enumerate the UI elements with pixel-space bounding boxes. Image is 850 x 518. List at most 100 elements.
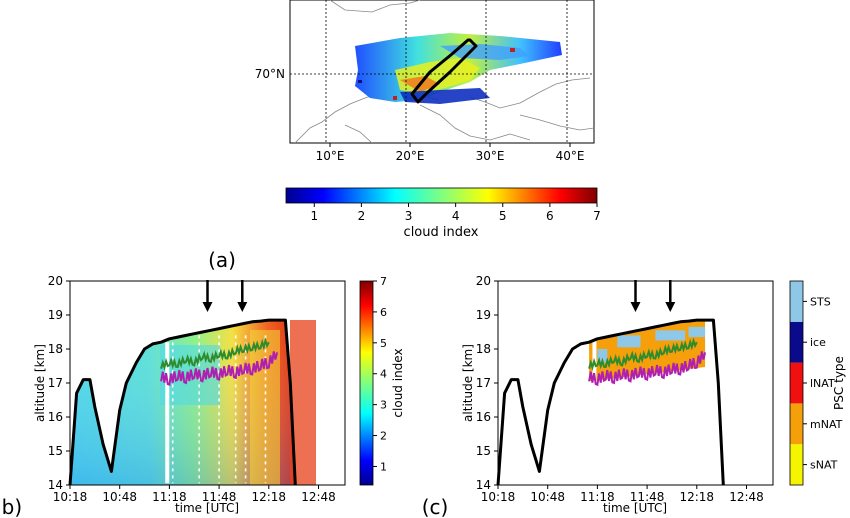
panel-c-green-line — [588, 337, 698, 371]
panel-c-y-ticks: 14 15 16 17 18 19 20 — [476, 274, 498, 492]
map-lon-tick-label: 10°E — [316, 149, 345, 163]
y-tick-label: 19 — [476, 308, 491, 322]
panel-label-a: (a) — [208, 248, 236, 272]
colorbar-tick-label: 3 — [380, 399, 387, 412]
x-tick-label: 12:48 — [301, 490, 336, 504]
panel-b-ylabel: altitude [km] — [33, 344, 47, 422]
x-tick-label: 10:18 — [481, 490, 516, 504]
psc-sts-patch — [655, 330, 686, 341]
panel-b-xlabel: time [UTC] — [175, 501, 239, 515]
panel-b: 10:18 10:48 11:18 11:48 12:18 12:48 141516171… — [0, 274, 405, 518]
main-colorbar-label: cloud index — [404, 225, 479, 240]
x-tick-label: 11:48 — [630, 490, 665, 504]
y-tick-label: 15 — [48, 444, 63, 458]
y-tick-label: 18 — [48, 342, 63, 356]
legend-label: ice — [810, 336, 826, 349]
map-panel: 10°E 20°E 30°E 40°E 70°N — [255, 0, 595, 163]
panel-b-y-ticks: 14 15 16 17 18 19 20 — [48, 274, 70, 492]
legend-swatch-snat — [790, 444, 803, 485]
map-lon-tick-label: 20°E — [396, 149, 425, 163]
arrow-head — [665, 302, 676, 312]
main-colorbar-tick-label: 6 — [546, 209, 554, 223]
colorbar-tick-label: 1 — [380, 460, 387, 473]
map-lon-ticks: 10°E 20°E 30°E 40°E — [316, 143, 585, 163]
y-tick-label: 19 — [48, 308, 63, 322]
panel-b-colorbar: 1 2 3 4 5 6 7 cloud index — [359, 275, 405, 486]
flight-track — [410, 38, 478, 104]
panel-c-flight-altitude-line — [496, 318, 725, 486]
psc-sts-patch — [597, 349, 608, 363]
legend-frame — [789, 280, 804, 486]
map-lon-tick-label: 30°E — [476, 149, 505, 163]
panel-b-data-gaps — [165, 335, 267, 484]
legend-label: sNAT — [810, 459, 838, 472]
main-colorbar-tick-label: 4 — [452, 209, 460, 223]
map-lon-tick-label: 40°E — [556, 149, 585, 163]
panel-c-magenta-line — [588, 351, 707, 387]
x-tick-label: 10:18 — [53, 490, 88, 504]
panel-label-b: (b) — [0, 495, 22, 518]
y-tick-label: 16 — [476, 410, 491, 424]
panel-b-x-ticks: 10:18 10:48 11:18 11:48 12:18 12:48 — [53, 485, 336, 504]
panel-c-arrows — [630, 280, 676, 312]
arrow-head — [630, 302, 641, 312]
legend-swatch-sts — [790, 281, 803, 322]
x-tick-label: 11:48 — [202, 490, 237, 504]
arrow-head — [237, 302, 248, 312]
main-colorbar-tick-label: 1 — [310, 209, 318, 223]
data-gap — [165, 342, 170, 484]
y-tick-label: 20 — [48, 274, 63, 288]
x-tick-label: 10:48 — [102, 490, 137, 504]
x-tick-label: 11:18 — [580, 490, 615, 504]
colorbar-tick-label: 2 — [380, 430, 387, 443]
legend-swatch-mnat — [790, 403, 803, 445]
x-tick-label: 12:18 — [251, 490, 286, 504]
x-tick-label: 11:18 — [152, 490, 187, 504]
main-colorbar-ticks: 1 2 3 4 5 6 7 — [310, 203, 601, 223]
panel-b-colorbar-label: cloud index — [391, 348, 405, 417]
panel-c: 10:18 10:48 11:18 11:48 12:18 12:48 14 15 16 17 1… — [422, 274, 846, 518]
colorbar-tick-label: 4 — [380, 368, 387, 381]
y-tick-label: 18 — [476, 342, 491, 356]
panel-c-x-ticks: 10:18 10:48 11:18 11:48 12:18 12:48 — [481, 485, 764, 504]
y-tick-label: 17 — [476, 376, 491, 390]
legend-label: lNAT — [810, 377, 835, 390]
y-tick-label: 14 — [476, 478, 491, 492]
psc-sts-patch — [688, 326, 706, 338]
main-colorbar-tick-label: 2 — [358, 209, 366, 223]
panel-b-colorbar-ticks: 1 2 3 4 5 6 7 — [373, 275, 387, 473]
legend-label: mNAT — [810, 418, 843, 431]
arrow-head — [202, 302, 213, 312]
legend-label: STS — [810, 295, 831, 308]
panel-b-green-line — [160, 337, 270, 371]
map-gridlines — [290, 0, 594, 143]
panel-c-xlabel: time [UTC] — [603, 501, 667, 515]
colorbar-tick-label: 5 — [380, 337, 387, 350]
x-tick-label: 12:48 — [729, 490, 764, 504]
map-lat-label: 70°N — [255, 67, 285, 81]
y-tick-label: 14 — [48, 478, 63, 492]
x-tick-label: 10:48 — [530, 490, 565, 504]
panel-c-legend-label: PSC type — [832, 356, 846, 410]
map-cloud-index-swath — [355, 33, 562, 104]
main-colorbar-tick-label: 7 — [593, 209, 601, 223]
psc-sts-patch — [617, 335, 641, 348]
panel-c-psc-legend: sNAT mNAT lNAT ice STS — [789, 280, 843, 486]
main-colorbar-tick-label: 5 — [499, 209, 507, 223]
panel-c-ylabel: altitude [km] — [461, 344, 475, 422]
legend-swatch-lnat — [790, 362, 803, 404]
y-tick-label: 15 — [476, 444, 491, 458]
legend-swatch-ice — [790, 321, 803, 363]
x-tick-label: 12:18 — [679, 490, 714, 504]
main-colorbar: 1 2 3 4 5 6 7 cloud index — [285, 187, 601, 240]
panel-b-arrows — [202, 280, 248, 312]
y-tick-label: 16 — [48, 410, 63, 424]
y-tick-label: 17 — [48, 376, 63, 390]
panel-label-c: (c) — [422, 495, 449, 518]
panel-b-magenta-line — [160, 351, 279, 387]
colorbar-tick-label: 6 — [380, 306, 387, 319]
colorbar-tick-label: 7 — [380, 275, 387, 288]
main-colorbar-tick-label: 3 — [405, 209, 413, 223]
panel-b-flight-altitude-line — [68, 318, 297, 486]
